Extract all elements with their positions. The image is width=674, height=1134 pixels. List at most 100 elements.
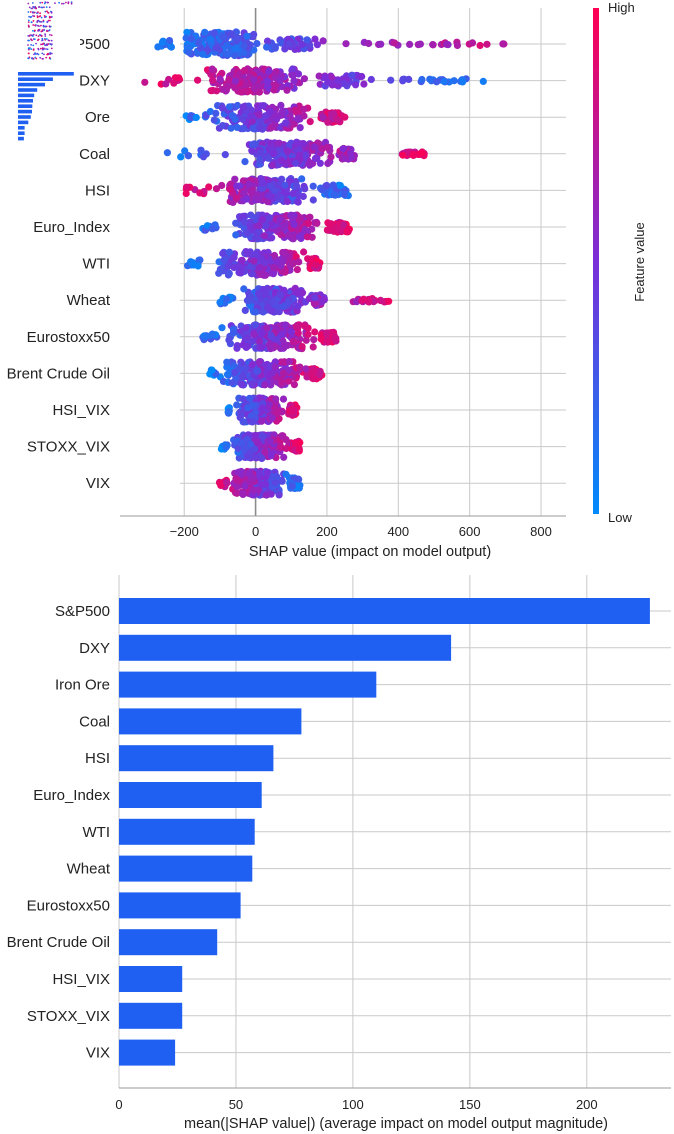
inset-point [39, 12, 41, 15]
beeswarm-point-euro-index [285, 231, 293, 239]
beeswarm-point-wheat [252, 308, 260, 316]
beeswarm-point-hsi [317, 185, 326, 194]
beeswarm-label-hsi-vix: HSI_VIX [52, 402, 110, 419]
beeswarm-point-hsi [283, 197, 292, 206]
beeswarm-point-s-p500 [183, 28, 191, 36]
beeswarm-point-eurostoxx50 [201, 332, 209, 340]
beeswarm-point-wti [235, 269, 244, 277]
beeswarm-point-s-p500 [194, 39, 203, 47]
inset-point [33, 6, 36, 9]
colorbar: High Low Feature value [593, 0, 647, 525]
beeswarm-point-s-p500 [240, 49, 248, 57]
beeswarm-point-euro-index [343, 228, 351, 236]
inset-point [62, 2, 65, 5]
beeswarm-point-coal [299, 140, 307, 148]
inset-point [27, 52, 30, 55]
beeswarm-point-wti [257, 254, 265, 262]
beeswarm-point-hsi [340, 190, 348, 199]
beeswarm-point-wti [230, 253, 238, 262]
inset-point [48, 56, 51, 59]
beeswarm-point-iron-ore [233, 123, 241, 131]
inset-point [61, 2, 63, 5]
inset-point [29, 11, 32, 13]
bar-label-iron-ore: Iron Ore [55, 677, 110, 694]
colorbar-title: Feature value [632, 222, 647, 302]
beeswarm-point-wti [280, 248, 288, 257]
beeswarm-x-tick-label: 0 [252, 524, 259, 539]
beeswarm-point-s-p500 [183, 43, 191, 51]
bar-wti [119, 818, 255, 845]
inset-point [45, 6, 48, 8]
beeswarm-point-s-p500 [285, 40, 293, 48]
inset-point [46, 1, 49, 4]
beeswarm-point-eurostoxx50 [301, 322, 309, 330]
inset-point [46, 44, 49, 46]
beeswarm-point-hsi [182, 189, 190, 198]
beeswarm-point-stoxx-vix [246, 440, 254, 448]
beeswarm-point-dxy [209, 76, 217, 84]
beeswarm-point-coal [250, 141, 258, 149]
beeswarm-point-wti [295, 258, 303, 266]
bar-chart: S&P500 DXY Iron Ore Coal HSI Euro_Index WTI Whe… [7, 575, 671, 1132]
beeswarm-point-coal [270, 150, 278, 158]
beeswarm-point-hsi [212, 185, 221, 193]
inset-point [42, 19, 45, 22]
beeswarm-point-hsi-vix [288, 407, 297, 415]
inset-point [47, 11, 49, 14]
beeswarm-point-wheat [280, 302, 288, 310]
beeswarm-point-coal [221, 151, 229, 159]
beeswarm-point-vix [233, 489, 241, 497]
bar-label-s-p500: S&P500 [55, 603, 110, 620]
beeswarm-point-s-p500 [210, 29, 218, 37]
beeswarm-point-coal [316, 159, 324, 167]
inset-point [30, 34, 33, 37]
inset-point [36, 15, 39, 17]
beeswarm-point-coal [248, 147, 256, 155]
beeswarm-point-coal [347, 154, 355, 162]
beeswarm-point-dxy [358, 72, 366, 81]
inset-point [49, 34, 51, 36]
beeswarm-x-axis-title: SHAP value (impact on model output) [249, 544, 491, 560]
beeswarm-point-iron-ore [227, 124, 235, 132]
beeswarm-point-vix [241, 482, 249, 490]
beeswarm-point-iron-ore [319, 113, 327, 121]
beeswarm-point-brent-crude-oil [248, 360, 256, 369]
beeswarm-point-iron-ore [247, 112, 255, 120]
inset-point [27, 44, 29, 46]
beeswarm-point-dxy [276, 77, 284, 85]
beeswarm-point-wheat [240, 285, 248, 293]
beeswarm-point-hsi [266, 192, 274, 200]
beeswarm-point-stoxx-vix [251, 453, 259, 461]
inset-point [27, 24, 30, 27]
bar-x-tick-label: 0 [115, 1097, 122, 1112]
beeswarm-point-s-p500 [406, 40, 414, 49]
beeswarm-point-brent-crude-oil [223, 358, 231, 366]
beeswarm-point-dxy [290, 77, 298, 85]
beeswarm-point-s-p500 [207, 35, 215, 43]
beeswarm-point-s-p500 [223, 41, 231, 49]
beeswarm-point-dxy [224, 82, 232, 90]
inset-point [46, 10, 48, 13]
inset-point [41, 1, 44, 4]
beeswarm-point-s-p500 [231, 44, 240, 53]
beeswarm-point-iron-ore [324, 118, 332, 126]
beeswarm-point-iron-ore [278, 109, 286, 117]
beeswarm-point-wti [300, 248, 308, 256]
inset-point [50, 52, 53, 55]
beeswarm-point-coal [295, 146, 303, 154]
inset-point [44, 10, 47, 13]
beeswarm-point-wti [255, 264, 263, 272]
beeswarm-point-hsi-vix [244, 404, 252, 412]
beeswarm-points [141, 28, 508, 499]
inset-point [43, 2, 46, 5]
beeswarm-point-s-p500 [243, 32, 251, 40]
beeswarm-point-hsi [258, 179, 267, 187]
bar-vix [119, 1039, 176, 1066]
beeswarm-point-dxy [225, 75, 233, 84]
beeswarm-point-hsi [243, 195, 251, 203]
inset-point [46, 53, 49, 56]
beeswarm-point-iron-ore [276, 123, 284, 131]
bar-hsi [119, 745, 274, 772]
beeswarm-point-coal [418, 149, 426, 157]
beeswarm-point-wheat [360, 295, 368, 303]
